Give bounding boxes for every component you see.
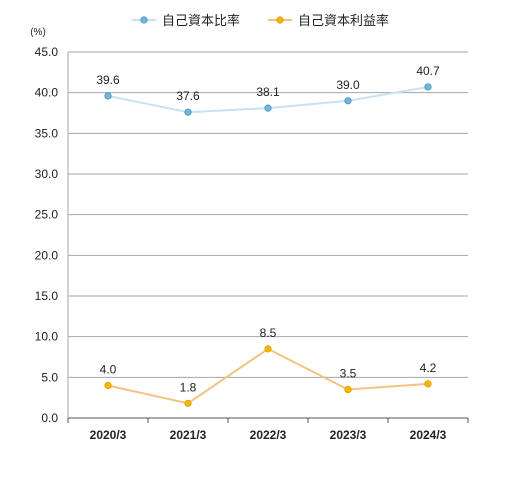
legend-item: 自己資本利益率: [268, 13, 389, 29]
y-tick-label: 30.0: [35, 167, 59, 181]
y-tick-label: 20.0: [35, 248, 59, 262]
data-point: [424, 83, 432, 91]
legend: 自己資本比率 自己資本利益率: [132, 13, 389, 29]
data-label: 4.0: [100, 362, 117, 376]
y-tick-label: 40.0: [35, 86, 59, 100]
data-label: 37.6: [176, 89, 200, 103]
y-tick-label: 15.0: [35, 289, 59, 303]
series-line: [107, 347, 429, 405]
data-label: 8.5: [260, 326, 277, 340]
data-label: 38.1: [256, 85, 280, 99]
legend-label: 自己資本比率: [162, 13, 240, 29]
y-tick-label: 25.0: [35, 208, 59, 222]
data-point: [264, 345, 272, 353]
x-tick-label: 2022/3: [250, 428, 287, 442]
x-tick-label: 2024/3: [410, 428, 447, 442]
data-point: [344, 97, 352, 105]
y-tick-label: 0.0: [41, 411, 58, 425]
x-axis-tick-labels: 2020/3 2021/3 2022/3 2023/3 2024/3: [90, 428, 447, 442]
data-label: 4.2: [420, 361, 437, 375]
y-tick-label: 5.0: [41, 370, 58, 384]
x-tick-label: 2023/3: [330, 428, 367, 442]
axes: [67, 52, 469, 423]
data-point: [424, 380, 432, 388]
legend-marker: [276, 16, 284, 24]
data-label: 3.5: [340, 367, 357, 381]
y-tick-label: 35.0: [35, 126, 59, 140]
legend-label: 自己資本利益率: [298, 13, 389, 29]
data-label: 39.6: [96, 73, 120, 87]
data-point: [184, 399, 192, 407]
series-2: 4.0 1.8 8.5 3.5 4.2: [100, 326, 437, 407]
x-tick-label: 2021/3: [170, 428, 207, 442]
legend-marker: [140, 16, 148, 24]
y-axis-tick-labels: 0.0 5.0 10.0 15.0 20.0 25.0 30.0 35.0 40.0 45.0: [35, 45, 59, 425]
series-group: 39.6 37.6 38.1 39.0 40.7 4.0 1.8 8.5 3.5 4.2: [96, 64, 440, 407]
legend-item: 自己資本比率: [132, 13, 240, 29]
data-point: [104, 92, 112, 100]
data-label: 1.8: [180, 380, 197, 394]
y-tick-label: 45.0: [35, 45, 59, 59]
data-point: [264, 104, 272, 112]
data-point: [344, 385, 352, 394]
data-point: [104, 381, 112, 390]
y-axis-unit-label: (%): [30, 27, 46, 38]
data-point: [184, 108, 192, 116]
gridlines: [68, 51, 468, 378]
x-tick-label: 2020/3: [90, 428, 127, 442]
y-tick-label: 10.0: [35, 330, 59, 344]
series-1: 39.6 37.6 38.1 39.0 40.7: [96, 64, 440, 116]
data-label: 39.0: [336, 78, 360, 92]
data-label: 40.7: [416, 64, 440, 78]
